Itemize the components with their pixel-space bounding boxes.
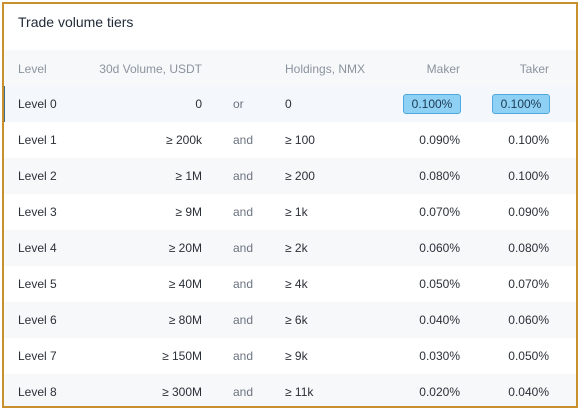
cell-level: Level 8 — [18, 385, 57, 399]
header-volume: 30d Volume, USDT — [99, 62, 202, 76]
cell-level: Level 7 — [18, 349, 57, 363]
cell-taker: 0.070% — [508, 277, 549, 291]
cell-maker: 0.080% — [419, 169, 460, 183]
cell-level: Level 5 — [18, 277, 57, 291]
table-row: Level 7 ≥ 150M and ≥ 9k 0.030% 0.050% — [4, 338, 576, 374]
taker-fee-badge: 0.100% — [492, 94, 550, 114]
cell-volume: ≥ 1M — [175, 169, 202, 183]
cell-volume: ≥ 300M — [162, 385, 202, 399]
table-row: Level 2 ≥ 1M and ≥ 200 0.080% 0.100% — [4, 158, 576, 194]
cell-holdings: ≥ 6k — [285, 313, 308, 327]
header-maker: Maker — [426, 62, 460, 76]
maker-fee-badge: 0.100% — [403, 94, 461, 114]
cell-maker: 0.030% — [419, 349, 460, 363]
cell-taker: 0.060% — [508, 313, 549, 327]
cell-level: Level 2 — [18, 169, 57, 183]
cell-level: Level 4 — [18, 241, 57, 255]
header-level: Level — [18, 62, 47, 76]
cell-holdings: ≥ 11k — [285, 385, 314, 399]
table-row: Level 8 ≥ 300M and ≥ 11k 0.020% 0.040% — [4, 374, 576, 406]
current-level-marker — [4, 86, 5, 122]
cell-taker: 0.040% — [508, 385, 549, 399]
cell-connector: and — [233, 277, 254, 291]
table-header: Level 30d Volume, USDT Holdings, NMX Mak… — [4, 50, 576, 89]
cell-level: Level 6 — [18, 313, 57, 327]
cell-volume: ≥ 9M — [175, 205, 202, 219]
cell-volume: ≥ 40M — [168, 277, 202, 291]
cell-taker: 0.100% — [508, 169, 549, 183]
panel-title: Trade volume tiers — [18, 14, 134, 30]
cell-connector: and — [233, 349, 254, 363]
cell-maker: 0.060% — [419, 241, 460, 255]
cell-volume: ≥ 200k — [166, 133, 202, 147]
cell-maker: 0.020% — [419, 385, 460, 399]
cell-holdings: ≥ 100 — [285, 133, 315, 147]
table-row: Level 1 ≥ 200k and ≥ 100 0.090% 0.100% — [4, 122, 576, 158]
cell-holdings: ≥ 2k — [285, 241, 308, 255]
cell-connector: and — [233, 205, 254, 219]
cell-volume: 0 — [195, 97, 202, 111]
cell-taker: 0.100% — [508, 133, 549, 147]
header-holdings: Holdings, NMX — [285, 62, 366, 76]
cell-connector: and — [233, 169, 254, 183]
table-row: Level 6 ≥ 80M and ≥ 6k 0.040% 0.060% — [4, 302, 576, 338]
cell-maker: 0.070% — [419, 205, 460, 219]
cell-maker: 0.040% — [419, 313, 460, 327]
cell-connector: and — [233, 313, 254, 327]
cell-maker: 0.090% — [419, 133, 460, 147]
cell-level: Level 0 — [18, 97, 57, 111]
cell-level: Level 3 — [18, 205, 57, 219]
cell-taker: 0.090% — [508, 205, 549, 219]
table-row: Level 3 ≥ 9M and ≥ 1k 0.070% 0.090% — [4, 194, 576, 230]
table-row: Level 4 ≥ 20M and ≥ 2k 0.060% 0.080% — [4, 230, 576, 266]
cell-connector: and — [233, 133, 254, 147]
cell-holdings: ≥ 4k — [285, 277, 308, 291]
cell-volume: ≥ 20M — [168, 241, 202, 255]
cell-volume: ≥ 150M — [162, 349, 202, 363]
header-taker: Taker — [519, 62, 549, 76]
cell-taker: 0.080% — [508, 241, 549, 255]
cell-level: Level 1 — [18, 133, 57, 147]
cell-connector: or — [233, 97, 244, 111]
cell-volume: ≥ 80M — [168, 313, 202, 327]
cell-holdings: ≥ 200 — [285, 169, 315, 183]
cell-holdings: ≥ 9k — [285, 349, 308, 363]
cell-taker: 0.050% — [508, 349, 549, 363]
cell-holdings: ≥ 1k — [285, 205, 308, 219]
cell-holdings: 0 — [285, 97, 292, 111]
cell-connector: and — [233, 241, 254, 255]
table-row: Level 5 ≥ 40M and ≥ 4k 0.050% 0.070% — [4, 266, 576, 302]
table-row: Level 0 0 or 0 0.100% 0.100% — [4, 86, 576, 122]
cell-maker: 0.050% — [419, 277, 460, 291]
cell-connector: and — [233, 385, 254, 399]
